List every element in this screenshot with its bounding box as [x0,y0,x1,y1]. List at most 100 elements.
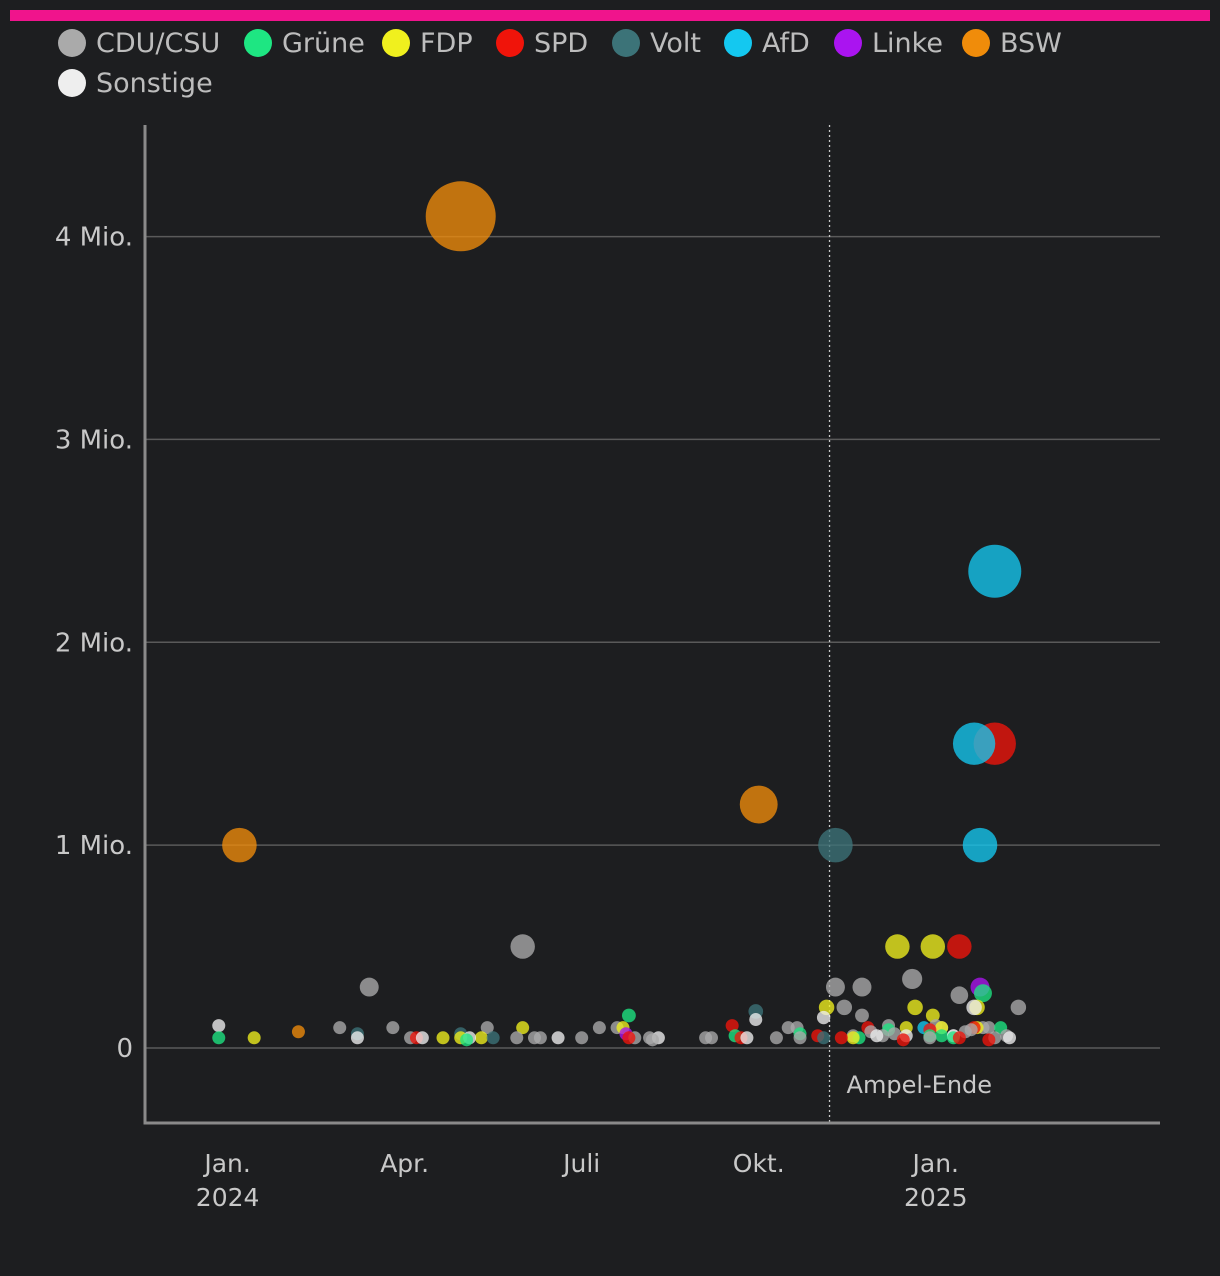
legend-marker-bsw [962,29,990,57]
legend-item-sonstige[interactable]: Sonstige [58,66,213,100]
legend-label-bsw: BSW [1000,27,1062,59]
data-point-grne-89 [212,1031,226,1045]
legend-item-volt[interactable]: Volt [612,26,701,60]
legend-item-gruene[interactable]: Grüne [244,26,365,60]
legend-marker-linke [834,29,862,57]
x-tick-year-4: 2025 [904,1183,968,1212]
data-point-sonstige-105 [415,1031,429,1045]
data-point-cducsu-15 [852,977,872,997]
legend-marker-cdu [58,29,86,57]
data-point-cducsu-26 [855,1008,869,1023]
data-point-cducsu-38 [592,1021,606,1035]
legend-label-spd: SPD [534,27,589,59]
data-point-grne-112 [460,1033,474,1047]
data-point-cducsu-44 [982,1021,996,1035]
data-point-spd-113 [896,1033,910,1047]
data-point-sonstige-104 [350,1031,364,1045]
data-point-afd-6 [962,827,998,863]
legend-label-cdu: CDU/CSU [96,27,221,59]
data-point-afd-3 [952,722,996,765]
legend-item-linke[interactable]: Linke [834,26,943,60]
data-point-spd-33 [725,1019,739,1033]
data-point-fdp-93 [436,1031,450,1045]
legend-marker-afd [724,29,752,57]
data-point-fdp-10 [920,934,946,959]
data-point-cducsu-8 [510,934,535,959]
x-axis-labels: Jan. 2024 Apr. Juli Okt. Jan. 2025 [196,1149,968,1212]
top-accent-bar [10,10,1210,21]
legend-label-volt: Volt [650,27,701,59]
data-point-cducsu-86 [793,1031,807,1045]
x-tick-year-0: 2024 [196,1183,260,1212]
y-tick-label-0: 0 [116,1034,133,1064]
legend-label-gruene: Grüne [282,27,365,59]
data-point-cducsu-12 [902,968,923,990]
data-point-sonstige-107 [551,1031,565,1045]
gridlines [145,235,1160,1049]
data-point-cducsu-87 [923,1031,937,1045]
data-point-cducsu-19 [836,999,853,1016]
data-point-sonstige-109 [740,1031,754,1045]
data-point-sonstige-34 [212,1019,226,1033]
legend-label-linke: Linke [872,27,943,59]
data-point-cducsu-80 [575,1031,589,1045]
y-tick-label-3: 3 Mio. [55,425,133,455]
data-point-fdp-96 [846,1031,860,1045]
data-point-cducsu-79 [533,1031,547,1045]
data-point-cducsu-20 [1010,999,1027,1016]
legend-marker-sonstige [58,69,86,97]
data-point-cducsu-36 [386,1021,400,1035]
data-point-cducsu-13 [359,977,379,997]
legend-marker-gruene [244,29,272,57]
legend-marker-fdp [382,29,410,57]
data-point-fdp-22 [907,999,923,1016]
legend-item-spd[interactable]: SPD [496,26,588,60]
data-point-spd-98 [622,1031,636,1045]
data-point-spd-101 [952,1031,966,1045]
legend-label-fdp: FDP [420,27,473,59]
y-tick-label-2: 2 Mio. [55,628,133,658]
x-tick-label-2: Juli [561,1149,600,1178]
data-point-afd-1 [968,544,1022,598]
annotation-layer: Ampel-Ende [828,125,992,1123]
data-point-bsw-59 [291,1025,305,1039]
legend-item-afd[interactable]: AfD [724,26,810,60]
data-point-spd-11 [947,934,972,959]
legend-item-bsw[interactable]: BSW [962,26,1062,60]
axes [143,125,1160,1125]
legend-label-afd: AfD [762,27,810,59]
data-point-volt-103 [817,1031,831,1045]
y-axis-labels: 0 1 Mio. 2 Mio. 3 Mio. 4 Mio. [55,223,133,1064]
y-tick-label-1: 1 Mio. [55,831,133,861]
data-point-bsw-0 [425,181,496,252]
data-point-sonstige-73 [870,1029,884,1043]
data-point-bsw-4 [739,785,778,824]
data-point-fdp-95 [474,1031,488,1045]
data-point-fdp-46 [516,1021,530,1035]
data-point-cducsu-84 [705,1031,719,1045]
data-point-grne-17 [973,984,992,1003]
data-point-cducsu-37 [480,1021,494,1035]
data-point-spd-114 [982,1033,996,1047]
legend-item-fdp[interactable]: FDP [382,26,473,60]
data-points [212,181,1027,1047]
data-point-cducsu-85 [769,1031,783,1045]
data-point-sonstige-24 [966,999,982,1016]
x-tick-label-3: Okt. [733,1149,785,1178]
data-point-sonstige-29 [816,1010,831,1025]
data-point-sonstige-110 [1003,1031,1017,1045]
x-tick-label-1: Apr. [380,1149,429,1178]
y-tick-label-4: 4 Mio. [55,223,133,253]
legend-item-cdu[interactable]: CDU/CSU [58,26,220,60]
data-point-sonstige-30 [749,1013,763,1027]
x-tick-label-4: Jan. [911,1149,959,1178]
legend-marker-spd [496,29,524,57]
data-point-volt-5 [818,827,853,863]
data-point-volt-102 [486,1031,500,1045]
data-point-grne-70 [935,1029,949,1043]
legend-label-sonstige: Sonstige [96,67,213,99]
data-point-cducsu-35 [333,1021,347,1035]
data-point-grne-27 [621,1008,636,1023]
data-point-fdp-9 [885,934,910,959]
